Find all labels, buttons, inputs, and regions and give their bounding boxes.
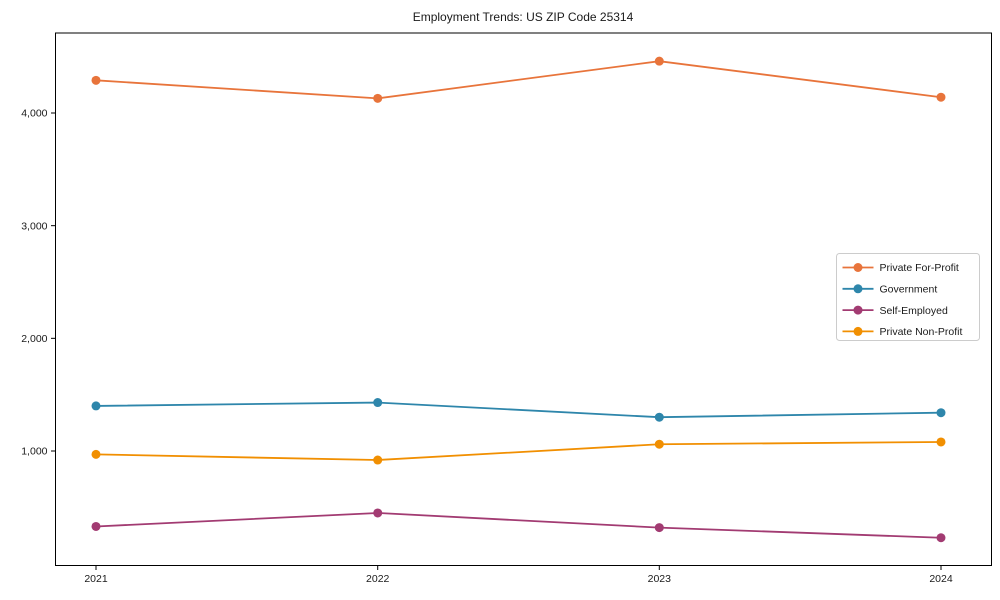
x-tick-label: 2023 — [648, 573, 672, 585]
legend-item: Self-Employed — [842, 305, 948, 317]
legend-marker — [853, 263, 863, 272]
series-line-self-employed — [95, 512, 942, 539]
legend-marker — [853, 305, 863, 315]
legend-label: Self-Employed — [880, 305, 948, 317]
legend-marker — [853, 326, 863, 336]
data-point — [373, 93, 383, 103]
legend-frame — [836, 253, 980, 341]
x-tick-label: 2024 — [929, 573, 953, 585]
chart-title: Employment Trends: US ZIP Code 25314 — [413, 10, 634, 24]
data-point — [654, 439, 664, 449]
legend-marker — [853, 284, 863, 294]
legend-item: Government — [842, 284, 938, 296]
data-point — [91, 449, 101, 459]
data-point — [936, 533, 946, 543]
y-tick-label: 2,000 — [21, 333, 47, 345]
legend-label: Private Non-Profit — [880, 326, 963, 338]
data-point — [91, 75, 101, 85]
data-point — [373, 398, 383, 408]
data-point — [654, 56, 664, 66]
data-point — [91, 401, 101, 411]
legend-item: Private Non-Profit — [842, 326, 963, 338]
data-point — [373, 455, 383, 465]
axes-frame — [55, 32, 992, 566]
legend-label: Private For-Profit — [880, 262, 959, 274]
legend-item: Private For-Profit — [842, 262, 959, 274]
data-point — [936, 92, 946, 102]
y-tick-label: 1,000 — [21, 446, 47, 458]
data-point — [373, 508, 383, 518]
legend-label: Government — [880, 284, 938, 296]
legend: Private For-Profit Government Self-Employe… — [836, 253, 980, 341]
plot-area: 1,000 2,000 3,000 4,000 2021 2022 2023 2024 — [21, 32, 992, 585]
data-point — [654, 412, 664, 422]
data-point — [936, 408, 946, 418]
y-tick-label: 3,000 — [21, 220, 47, 232]
series-line-government — [95, 401, 942, 419]
data-point — [936, 437, 946, 447]
x-tick-label: 2022 — [366, 573, 390, 585]
data-point — [91, 521, 101, 531]
series-line-private-for-profit — [95, 60, 942, 100]
y-tick-label: 4,000 — [21, 108, 47, 120]
x-tick-label: 2021 — [84, 573, 108, 585]
series-line-private-non-profit — [95, 441, 942, 461]
data-point — [654, 523, 664, 533]
